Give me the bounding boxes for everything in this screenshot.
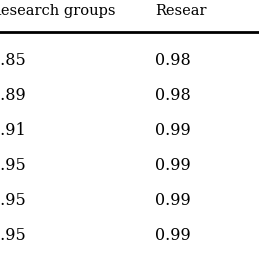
- Text: Resear: Resear: [155, 4, 207, 18]
- Text: 0.95: 0.95: [0, 227, 25, 244]
- Text: 0.99: 0.99: [155, 122, 191, 139]
- Text: 0.91: 0.91: [0, 122, 25, 139]
- Text: 0.98: 0.98: [155, 87, 191, 104]
- Text: 0.89: 0.89: [0, 87, 25, 104]
- Text: 0.99: 0.99: [155, 157, 191, 174]
- Text: 0.99: 0.99: [155, 227, 191, 244]
- Text: 0.95: 0.95: [0, 157, 25, 174]
- Text: 0.95: 0.95: [0, 192, 25, 209]
- Text: Research groups: Research groups: [0, 4, 115, 18]
- Text: 0.99: 0.99: [155, 192, 191, 209]
- Text: 0.98: 0.98: [155, 52, 191, 69]
- Text: 0.85: 0.85: [0, 52, 25, 69]
